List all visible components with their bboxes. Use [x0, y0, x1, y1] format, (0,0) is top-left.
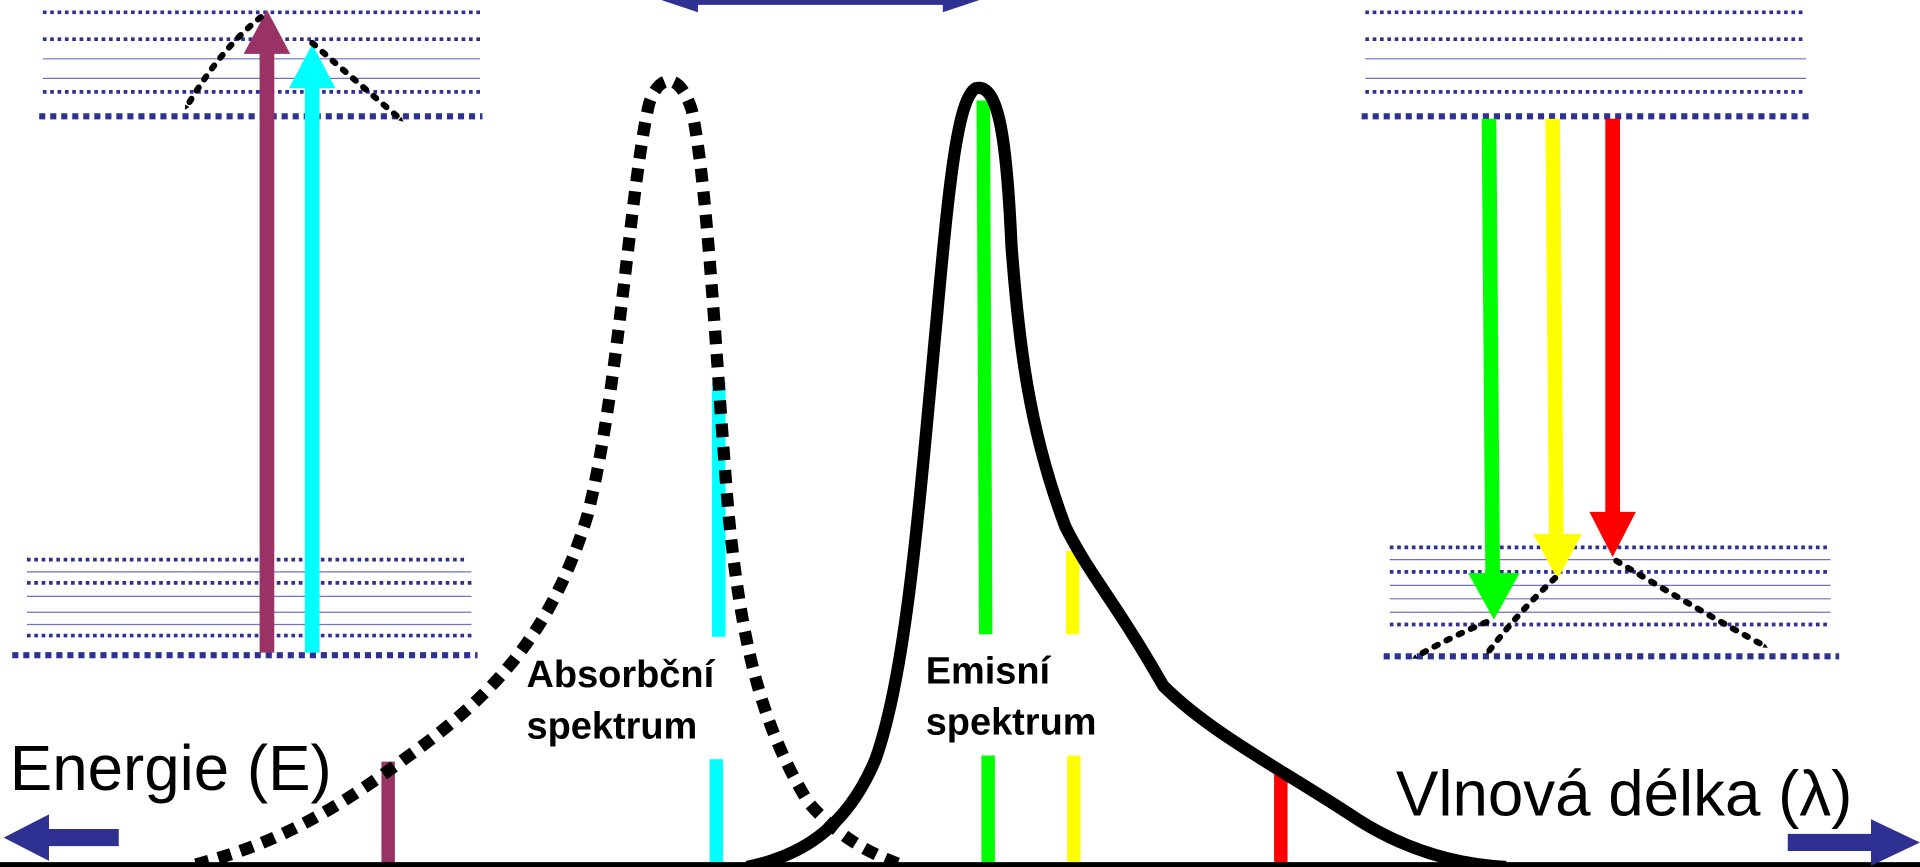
energy-arrow: [3, 814, 119, 861]
wavelength-arrow: [1787, 819, 1920, 866]
relaxation-arrows: [183, 14, 1769, 661]
spectrum-label: spektrum: [527, 705, 698, 747]
energy-levels-left: [12, 10, 483, 659]
spectrum-label: Absorbční: [527, 654, 716, 696]
energy-levels-right: [1361, 10, 1840, 660]
absorption-curve: [194, 74, 909, 867]
spectrum-label: spektrum: [926, 702, 1097, 744]
spectrum-lines: [381, 100, 1288, 867]
spectrum-label: Emisní: [926, 650, 1052, 692]
wavelength-label: Vlnová délka (λ): [1396, 759, 1852, 830]
top-arrow: [661, 0, 980, 13]
emission-curve: [745, 81, 1507, 867]
transition-arrows: [243, 9, 1636, 653]
energy-label: Energie (E): [10, 733, 332, 804]
